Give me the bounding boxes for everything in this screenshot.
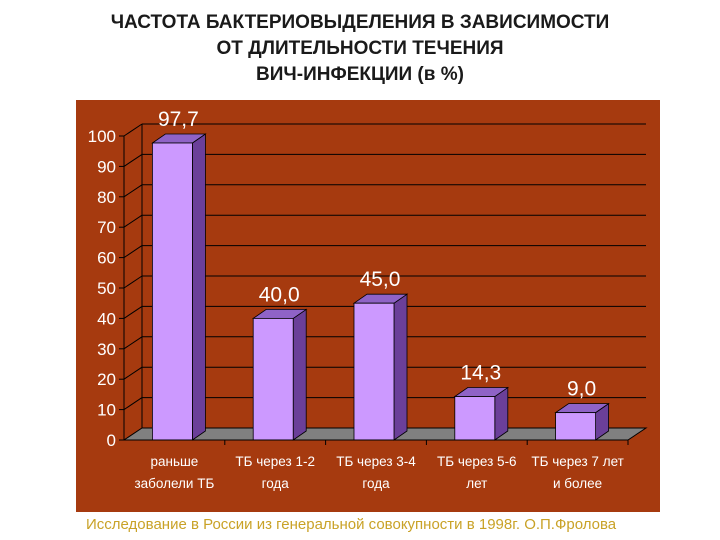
bar-chart: 0 10 20 30 40 50 60 70 80 90 100 97,7 раньше заболели… (88, 108, 648, 491)
gridline-diag-8 (123, 184, 143, 198)
y-tick-label-5: 50 (97, 279, 116, 298)
x-tick-label-2-1: года (362, 476, 390, 491)
gridline-diag-9 (123, 153, 143, 167)
x-tick-label-3-0: ТБ через 5-6 (437, 454, 517, 469)
gridline-diag-1 (123, 397, 143, 411)
x-tick-label-0-0: раньше (150, 454, 198, 469)
y-tick-label-6: 60 (97, 249, 116, 268)
data-label-0: 97,7 (158, 108, 199, 131)
x-tick-label-2-0: ТБ через 3-4 (336, 454, 416, 469)
gridline-diag-2 (123, 366, 143, 380)
y-tick-label-0: 0 (107, 431, 116, 450)
y-tick-label-3: 30 (97, 340, 116, 359)
y-tick-label-1: 10 (97, 401, 116, 420)
bar-4 (555, 412, 597, 441)
bar-side-0 (192, 133, 206, 441)
footnote: Исследование в России из генеральной сов… (86, 516, 617, 533)
gridline-diag-7 (123, 214, 143, 228)
bar-side-2 (393, 293, 408, 441)
y-tick-label-9: 90 (97, 157, 116, 176)
bar-1 (252, 317, 294, 441)
y-tick-label-7: 70 (97, 218, 116, 237)
x-tick-label-1-1: года (262, 476, 290, 491)
title-line-3: ВИЧ-ИНФЕКЦИИ (в %) (256, 64, 464, 85)
bar-0 (152, 142, 193, 441)
gridline-diag-10 (123, 123, 143, 137)
bar-side-1 (292, 308, 307, 441)
gridline-diag-3 (123, 336, 143, 350)
title-line-1: ЧАСТОТА БАКТЕРИОВЫДЕЛЕНИЯ В ЗАВИСИМОСТИ (110, 12, 610, 33)
bar-2 (353, 302, 395, 441)
gridline-diag-5 (123, 275, 143, 289)
data-label-4: 9,0 (567, 378, 596, 401)
x-tick-label-4-1: и более (553, 476, 602, 491)
x-tick-label-1-0: ТБ через 1-2 (235, 454, 315, 469)
gridline-diag-6 (123, 245, 143, 259)
chart-title: ЧАСТОТА БАКТЕРИОВЫДЕЛЕНИЯ В ЗАВИСИМОСТИ … (40, 10, 680, 88)
data-label-2: 45,0 (360, 268, 401, 291)
chart-panel: 0 10 20 30 40 50 60 70 80 90 100 97,7 раньше заболели… (76, 100, 660, 512)
y-tick-label-8: 80 (97, 188, 116, 207)
y-tick-label-4: 40 (97, 309, 116, 328)
title-line-2: ОТ ДЛИТЕЛЬНОСТИ ТЕЧЕНИЯ (216, 38, 504, 59)
bar-3 (454, 396, 496, 441)
data-label-1: 40,0 (259, 283, 300, 306)
x-tick-label-0-1: заболели ТБ (134, 476, 214, 491)
x-tick-label-3-1: лет (466, 476, 487, 491)
y-tick-label-10: 100 (88, 127, 116, 146)
gridline-diag-4 (123, 305, 143, 319)
data-label-3: 14,3 (460, 362, 501, 385)
y-tick-label-2: 20 (97, 370, 116, 389)
x-tick-label-4-0: ТБ через 7 лет (531, 454, 623, 469)
